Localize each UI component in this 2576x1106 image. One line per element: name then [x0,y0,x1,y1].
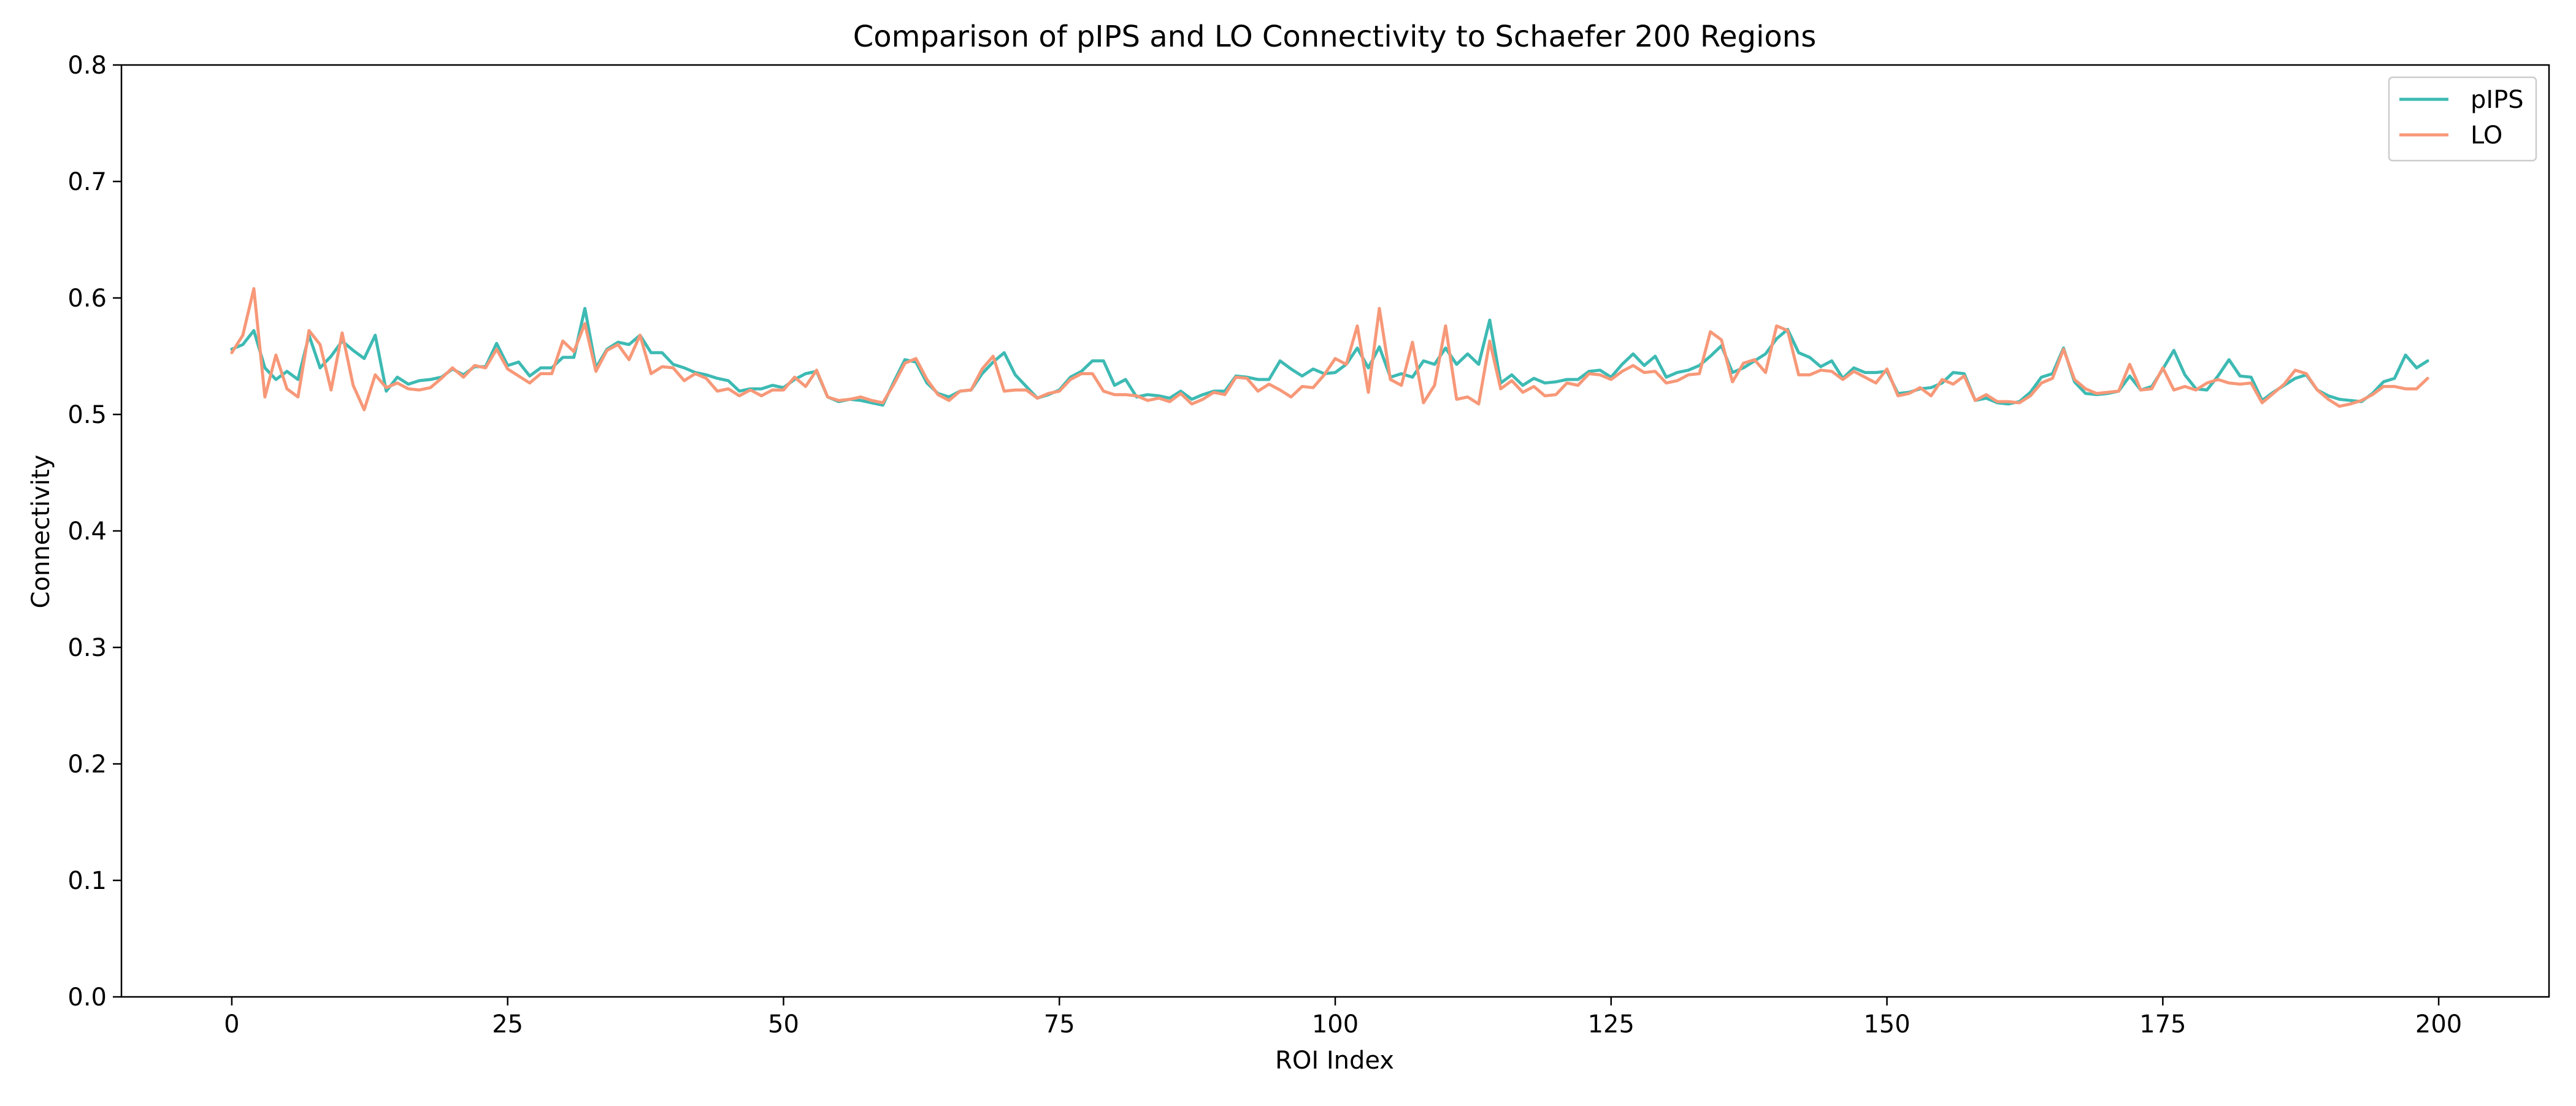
x-axis-label: ROI Index [1275,1047,1394,1075]
series-line-lo [230,287,2429,411]
y-tick-label: 0.4 [67,517,107,546]
x-tick-label: 50 [768,1010,799,1039]
y-tick-label: 0.6 [67,284,107,313]
x-tick-label: 75 [1044,1010,1075,1039]
series-lines [230,287,2429,411]
x-tick-label: 25 [492,1010,523,1039]
y-tick-label: 0.0 [67,983,107,1012]
x-tick-label: 150 [1863,1010,1910,1039]
plot-area-frame [120,64,2550,998]
x-tick-label: 0 [224,1010,239,1039]
x-tick-label: 100 [1312,1010,1359,1039]
legend-label: LO [2471,121,2502,150]
axis-ticks: 0 25 50 75 100 125 150 175 200 0.0 0.1 0.2 0.3 0.4 0.5… [67,51,2462,1039]
y-axis-label: Connectivity [27,455,55,609]
x-tick-label: 175 [2139,1010,2186,1039]
y-tick-label: 0.7 [67,168,107,196]
legend: pIPS LO [2388,76,2537,162]
y-tick-label: 0.5 [67,401,107,429]
y-tick-label: 0.1 [67,867,107,895]
y-tick-label: 0.3 [67,634,107,662]
x-tick-label: 125 [1588,1010,1635,1039]
x-tick-label: 200 [2415,1010,2462,1039]
legend-label: pIPS [2471,86,2524,114]
chart-title: Comparison of pIPS and LO Connectivity t… [853,20,1816,54]
y-tick-label: 0.8 [67,51,107,80]
y-tick-label: 0.2 [67,750,107,779]
